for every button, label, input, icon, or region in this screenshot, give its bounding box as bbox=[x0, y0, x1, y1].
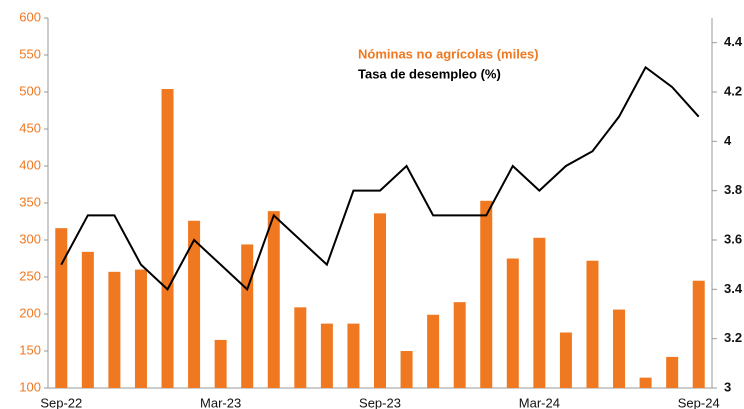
bar bbox=[666, 356, 679, 388]
y-tick-label: 450 bbox=[19, 120, 41, 135]
bar bbox=[639, 377, 652, 388]
y2-tick-label: 4.4 bbox=[724, 34, 743, 49]
x-tick-label: Mar-23 bbox=[200, 395, 241, 409]
bar bbox=[427, 314, 440, 388]
bar bbox=[400, 351, 413, 388]
bar bbox=[294, 307, 307, 388]
y-tick-label: 200 bbox=[19, 305, 41, 320]
bar bbox=[480, 200, 493, 388]
bar bbox=[347, 323, 360, 388]
bar bbox=[586, 260, 599, 388]
bar bbox=[161, 89, 174, 388]
bar bbox=[108, 271, 121, 388]
y2-tick-label: 4.2 bbox=[724, 83, 742, 98]
y2-tick-label: 3 bbox=[724, 379, 731, 394]
bar bbox=[453, 302, 466, 388]
bar bbox=[81, 251, 94, 388]
legend-label: Nóminas no agrícolas (miles) bbox=[358, 46, 539, 61]
bar bbox=[559, 332, 572, 388]
y-tick-label: 150 bbox=[19, 342, 41, 357]
y-tick-label: 350 bbox=[19, 194, 41, 209]
line bbox=[60, 65, 700, 292]
bar bbox=[374, 213, 386, 388]
bar bbox=[692, 280, 705, 388]
x-tick-label: Mar-24 bbox=[519, 395, 560, 409]
bar bbox=[188, 220, 201, 388]
bar bbox=[613, 309, 626, 388]
y2-tick-label: 3.4 bbox=[724, 281, 743, 296]
x-tick-label: Sep-24 bbox=[678, 395, 720, 409]
bar bbox=[267, 211, 280, 388]
legend-label: Tasa de desempleo (%) bbox=[358, 66, 501, 81]
y2-tick-label: 3.8 bbox=[724, 182, 742, 197]
bar bbox=[320, 323, 333, 388]
y2-tick-label: 3.2 bbox=[724, 330, 742, 345]
y-tick-label: 500 bbox=[19, 83, 41, 98]
y-tick-label: 250 bbox=[19, 268, 41, 283]
bar bbox=[214, 339, 227, 388]
y-tick-label: 600 bbox=[19, 9, 41, 24]
x-tick-label: Sep-22 bbox=[40, 395, 82, 409]
y-tick-label: 400 bbox=[19, 157, 41, 172]
x-tick-label: Sep-23 bbox=[359, 395, 401, 409]
y-tick-label: 300 bbox=[19, 231, 41, 246]
bar bbox=[506, 258, 519, 388]
bar bbox=[55, 228, 68, 388]
y-tick-label: 550 bbox=[19, 46, 41, 61]
y2-tick-label: 3.6 bbox=[724, 231, 742, 246]
bar bbox=[533, 237, 546, 388]
bar bbox=[134, 269, 147, 388]
bar bbox=[241, 244, 254, 388]
y2-tick-label: 4 bbox=[724, 133, 732, 148]
y-tick-label: 100 bbox=[19, 379, 41, 394]
